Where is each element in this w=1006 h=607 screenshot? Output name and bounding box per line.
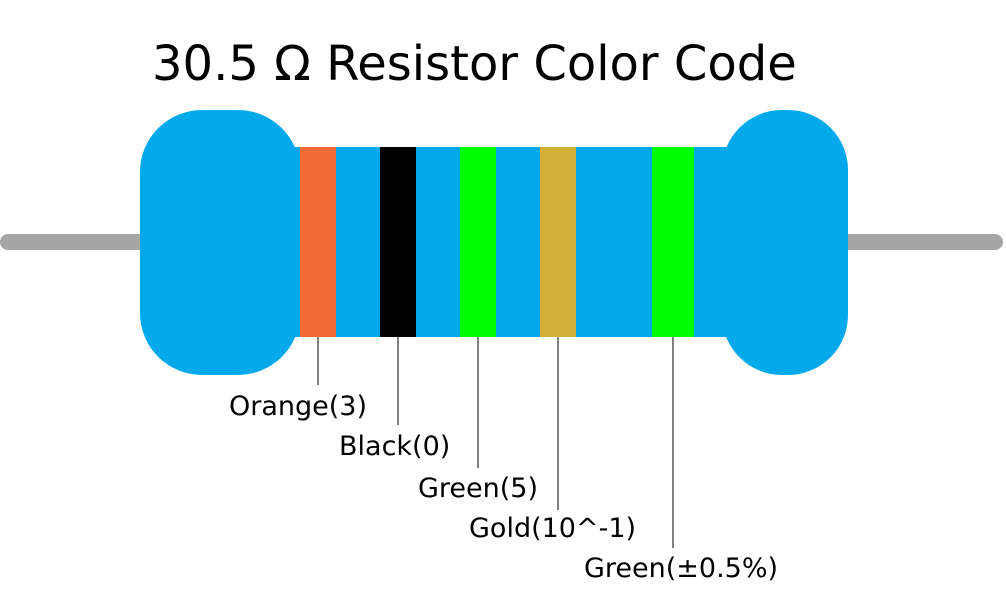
color-band [540, 147, 576, 337]
bands: Orange(3) Black(0) Green(5) Gold(10^-1) Gree… [229, 147, 778, 584]
band-label: Gold(10^-1) [469, 513, 636, 544]
color-band [380, 147, 416, 337]
band-label: Green(±0.5%) [584, 553, 778, 584]
color-band [460, 147, 496, 337]
band-label: Black(0) [339, 431, 450, 462]
band-label: Green(5) [418, 473, 538, 504]
title: 30.5 Ω Resistor Color Code [152, 36, 797, 92]
color-band [652, 147, 694, 337]
band-label: Orange(3) [229, 391, 367, 422]
color-band [300, 147, 336, 337]
